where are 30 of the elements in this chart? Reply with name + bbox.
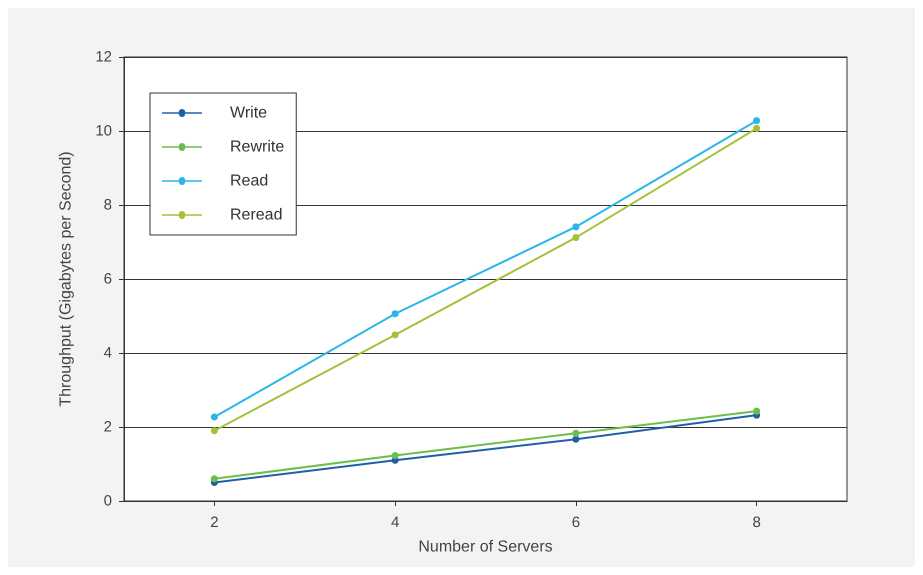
point: [572, 430, 580, 437]
point: [572, 234, 580, 242]
point: [753, 117, 760, 124]
y-axis-title: Throughput (Gigabytes per Second): [58, 151, 74, 407]
x-tick-label: 2: [210, 514, 219, 531]
point: [392, 331, 399, 338]
legend-label: Read: [230, 172, 268, 190]
legend-label: Reread: [230, 206, 282, 224]
y-tick-label: 2: [104, 418, 112, 436]
y-tick-label: 8: [104, 196, 112, 214]
point: [753, 408, 760, 415]
y-tick-label: 0: [104, 492, 112, 510]
point: [753, 124, 760, 132]
point: [572, 223, 580, 230]
point: [210, 475, 218, 482]
legend-label: Rewrite: [230, 138, 284, 156]
point: [392, 310, 399, 318]
y-tick-label: 12: [95, 48, 112, 66]
point: [210, 427, 218, 434]
x-axis-title: Number of Servers: [418, 538, 553, 556]
x-tick-label: 8: [752, 514, 761, 531]
point: [572, 436, 580, 443]
point: [210, 414, 218, 421]
x-tick-label: 4: [390, 514, 400, 531]
point: [392, 452, 399, 459]
y-tick-label: 4: [104, 344, 112, 362]
legend-label: Write: [230, 104, 268, 122]
x-tick-label: 6: [572, 514, 580, 531]
y-tick-label: 10: [95, 122, 112, 140]
y-tick-label: 6: [104, 270, 112, 288]
